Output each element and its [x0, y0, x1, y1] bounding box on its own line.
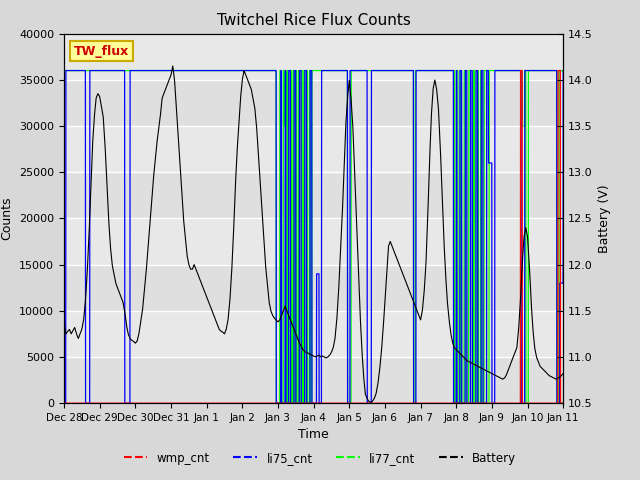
- Bar: [64, 264, 563, 311]
- Bar: [64, 357, 563, 403]
- Y-axis label: Counts: Counts: [1, 197, 13, 240]
- X-axis label: Time: Time: [298, 429, 329, 442]
- Title: Twitchel Rice Flux Counts: Twitchel Rice Flux Counts: [217, 13, 410, 28]
- Bar: [64, 80, 563, 126]
- Legend: wmp_cnt, li75_cnt, li77_cnt, Battery: wmp_cnt, li75_cnt, li77_cnt, Battery: [119, 447, 521, 469]
- Y-axis label: Battery (V): Battery (V): [598, 184, 611, 252]
- Bar: [64, 172, 563, 218]
- Text: TW_flux: TW_flux: [74, 45, 129, 58]
